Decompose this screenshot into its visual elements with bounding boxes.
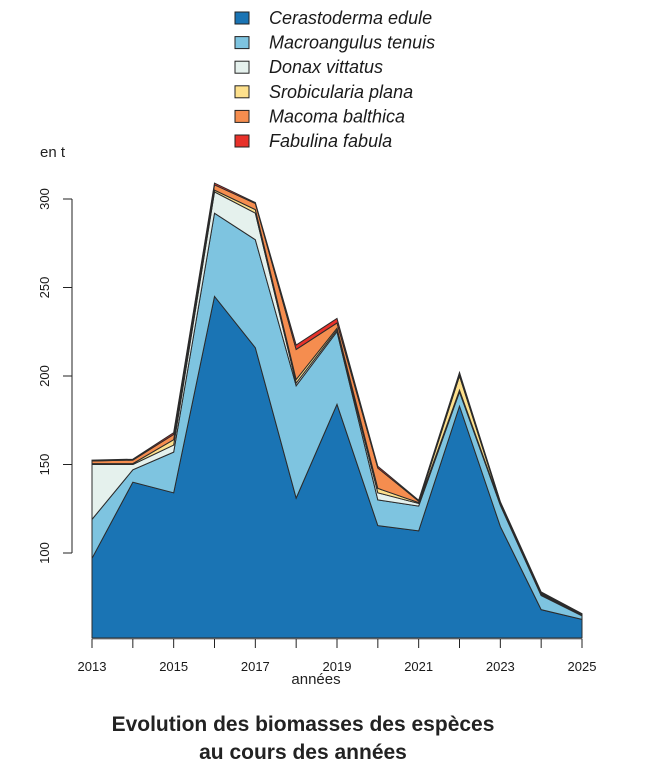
x-tick-label: 2023 bbox=[486, 659, 515, 674]
legend-swatch bbox=[234, 60, 250, 74]
x-tick-label: 2015 bbox=[159, 659, 188, 674]
legend-item-srobicularia-plana: Srobicularia plana bbox=[234, 82, 413, 102]
plot-areas bbox=[91, 182, 583, 639]
x-tick-label: 2017 bbox=[241, 659, 270, 674]
legend-label: Cerastoderma edule bbox=[269, 8, 432, 28]
y-tick-label: 300 bbox=[37, 188, 52, 210]
legend-label: Macoma balthica bbox=[269, 106, 405, 126]
chart-title-line-1: Evolution des biomasses des espèces bbox=[112, 713, 495, 736]
legend-item-fabulina-fabula: Fabulina fabula bbox=[234, 131, 392, 151]
x-axis-title: années bbox=[291, 671, 340, 688]
x-tick-label: 2019 bbox=[323, 659, 352, 674]
y-tick-label: 250 bbox=[37, 277, 52, 299]
x-axis: 2013 2015 2017 2019 2021 2023 2025 bbox=[78, 638, 597, 674]
legend-item-donax-vittatus: Donax vittatus bbox=[234, 57, 383, 77]
y-tick-label: 100 bbox=[37, 542, 52, 564]
y-axis-title: en t bbox=[40, 144, 66, 161]
area-fabulina-fabula bbox=[91, 182, 583, 616]
y-tick-label: 150 bbox=[37, 454, 52, 476]
legend-swatch bbox=[234, 36, 250, 50]
legend-item-macoma-balthica: Macoma balthica bbox=[234, 106, 405, 126]
legend-label: Donax vittatus bbox=[269, 57, 383, 77]
legend-item-macroangulus-tenuis: Macroangulus tenuis bbox=[234, 33, 435, 53]
x-tick-label: 2013 bbox=[78, 659, 107, 674]
y-tick-label: 200 bbox=[37, 365, 52, 387]
legend-swatch bbox=[234, 134, 250, 148]
y-axis: 100 150 200 250 300 bbox=[37, 188, 73, 564]
x-tick-label: 2021 bbox=[404, 659, 433, 674]
chart-title-line-2: au cours des années bbox=[199, 741, 407, 764]
legend-swatch bbox=[234, 11, 250, 25]
legend-label: Srobicularia plana bbox=[269, 82, 413, 102]
legend-item-cerastoderma-edule: Cerastoderma edule bbox=[234, 8, 432, 28]
legend: Cerastoderma edule Macroangulus tenuis Don… bbox=[234, 8, 435, 151]
legend-swatch bbox=[234, 85, 250, 99]
x-tick-label: 2025 bbox=[568, 659, 597, 674]
legend-swatch bbox=[234, 109, 250, 123]
legend-label: Fabulina fabula bbox=[269, 131, 392, 151]
legend-label: Macroangulus tenuis bbox=[269, 33, 435, 53]
